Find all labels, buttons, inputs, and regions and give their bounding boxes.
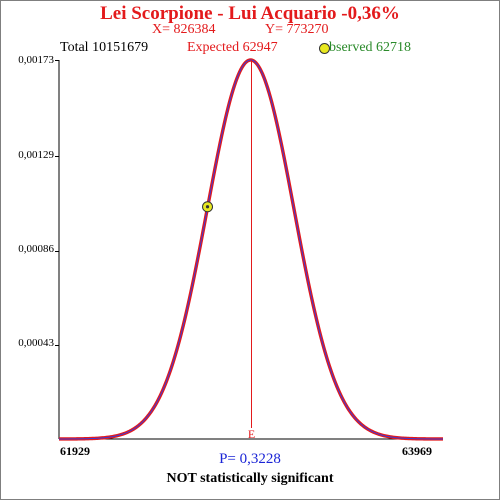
y-count-label: Y= 773270 xyxy=(265,22,329,37)
y-tick-label-0: 0,00173 xyxy=(18,54,54,66)
significance-label: NOT statistically significant xyxy=(166,471,334,486)
x-tick-label-max: 63969 xyxy=(402,444,432,458)
y-tick-label-2: 0,00086 xyxy=(18,243,54,255)
expected-label: Expected 62947 xyxy=(187,40,278,55)
chart-title: Lei Scorpione - Lui Acquario -0,36% xyxy=(100,3,400,24)
series-layer: E xyxy=(58,58,443,441)
observed-label: bserved 62718 xyxy=(329,40,412,55)
x-tick-label-min: 61929 xyxy=(60,444,90,458)
x-count-label: X= 826384 xyxy=(152,22,216,37)
y-tick-label-1: 0,00129 xyxy=(18,149,54,161)
expected-marker-label: E xyxy=(248,427,255,441)
p-value-label: P= 0,3228 xyxy=(219,451,281,467)
axes xyxy=(55,60,443,440)
observed-point-center xyxy=(205,205,210,209)
y-tick-label-3: 0,00043 xyxy=(18,337,54,349)
total-label: Total 10151679 xyxy=(60,40,149,55)
observed-marker-icon xyxy=(319,43,330,54)
